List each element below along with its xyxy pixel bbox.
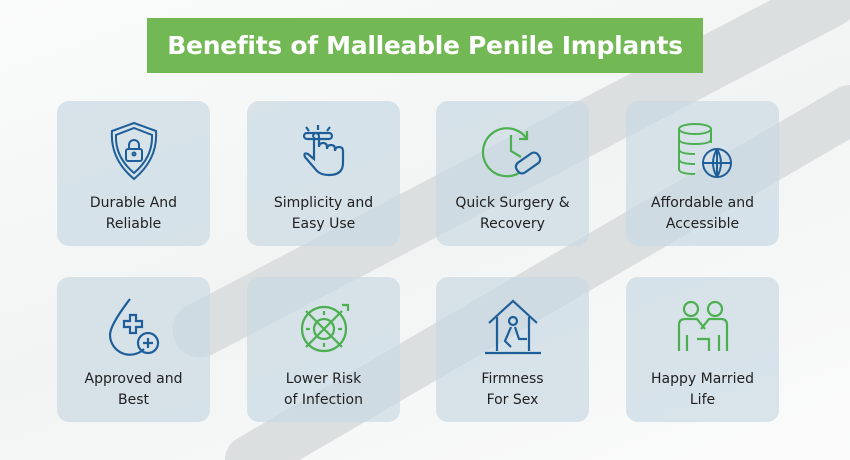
benefit-label: Firmness For Sex [481, 371, 544, 408]
hand-press-button-icon [302, 125, 344, 177]
benefit-label: Simplicity and Easy Use [273, 195, 374, 232]
benefit-card: Quick Surgery & Recovery [436, 101, 589, 246]
benefit-card: Firmness For Sex [436, 277, 589, 422]
benefit-label: Durable And Reliable [89, 195, 178, 232]
coins-globe-icon [677, 123, 732, 178]
benefit-label: Happy Married Life [651, 371, 754, 408]
benefit-label: Affordable and Accessible [651, 195, 754, 232]
clock-bandage-icon [481, 127, 541, 178]
drop-plus-icon [108, 298, 159, 356]
no-virus-icon [300, 303, 349, 353]
benefit-card: Approved and Best [57, 277, 210, 422]
benefit-label: Quick Surgery & Recovery [455, 195, 570, 232]
benefit-card: Lower Risk of Infection [247, 277, 400, 422]
benefit-card: Happy Married Life [626, 277, 779, 422]
benefit-card: Durable And Reliable [57, 101, 210, 246]
couple-icon [677, 300, 728, 351]
benefit-label: Lower Risk of Infection [283, 371, 363, 408]
benefit-card: Affordable and Accessible [626, 101, 779, 246]
page-title: Benefits of Malleable Penile Implants [147, 18, 703, 73]
shield-lock-icon [110, 121, 157, 181]
house-person-icon [484, 299, 541, 355]
benefit-card: Simplicity and Easy Use [247, 101, 400, 246]
benefit-label: Approved and Best [84, 371, 183, 408]
